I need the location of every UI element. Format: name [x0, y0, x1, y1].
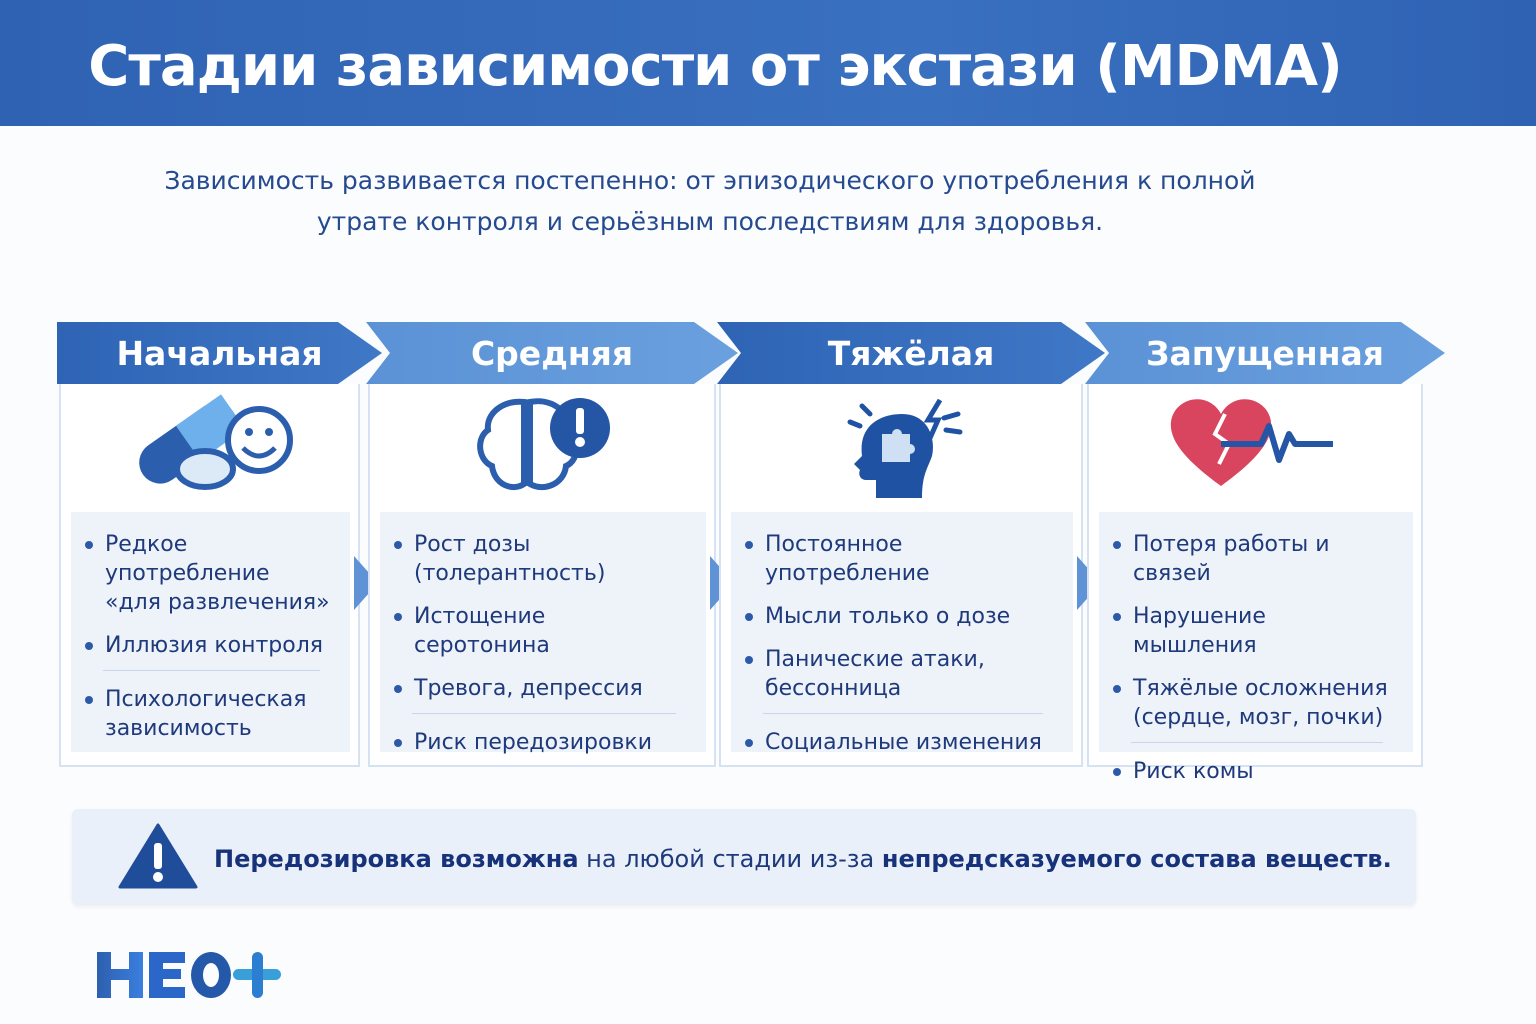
- stage-header: Начальная: [57, 322, 382, 384]
- warning-text: Передозировка возможна на любой стадии и…: [214, 845, 1392, 873]
- stage-header: Средняя: [366, 322, 738, 384]
- list-item: Риск комы: [1113, 757, 1393, 786]
- list-item: Тревога, депрессия: [394, 674, 686, 703]
- logo: [95, 948, 285, 1006]
- item-text: Иллюзия контроля: [105, 633, 323, 658]
- list-item: Тяжёлые осложнения (сердце, мозг, почки): [1113, 674, 1393, 732]
- bullet-icon: [745, 739, 753, 747]
- warning-bold-2: непредсказуемого состава веществ.: [881, 845, 1392, 873]
- list-item: Рост дозы (толерантность): [394, 530, 686, 588]
- item-text: Тревога, депрессия: [414, 676, 643, 701]
- bullet-icon: [1113, 768, 1121, 776]
- item-text: Потеря работы и связей: [1133, 532, 1330, 586]
- bullet-icon: [745, 656, 753, 664]
- item-text: Социальные изменения: [765, 730, 1042, 755]
- bullet-icon: [394, 541, 402, 549]
- item-text: Постоянное употребление: [765, 532, 930, 586]
- bullet-icon: [745, 541, 753, 549]
- item-text: Мысли только о дозе: [765, 604, 1011, 629]
- stage-card: Потеря работы и связей Нарушение мышления…: [1087, 384, 1423, 784]
- bullet-icon: [1113, 685, 1121, 693]
- divider: [412, 713, 676, 714]
- bullet-icon: [745, 613, 753, 621]
- stage-header: Запущенная: [1085, 322, 1445, 384]
- list-item: Психологическая зависимость: [85, 685, 330, 743]
- warning-triangle-icon: [118, 823, 198, 889]
- list-item: Нарушение мышления: [1113, 602, 1393, 660]
- item-text: Истощение серотонина: [414, 604, 550, 658]
- stage-card: Рост дозы (толерантность) Истощение серот…: [368, 384, 716, 767]
- subtitle: Зависимость развивается постепенно: от э…: [164, 166, 1256, 236]
- header-banner: Стадии зависимости от экстази (MDMA): [0, 0, 1536, 126]
- item-text: Рост дозы (толерантность): [414, 532, 606, 586]
- item-text: Риск комы: [1133, 759, 1254, 784]
- item-text: Тяжёлые осложнения (сердце, мозг, почки): [1133, 676, 1388, 730]
- list-item: Иллюзия контроля: [85, 631, 330, 660]
- list-item: Риск передозировки: [394, 728, 686, 757]
- list-item: Мысли только о дозе: [745, 602, 1053, 631]
- item-text: Психологическая зависимость: [105, 687, 307, 741]
- item-text: Нарушение мышления: [1133, 604, 1266, 658]
- divider: [763, 713, 1043, 714]
- bullet-icon: [394, 685, 402, 693]
- stage-title: Запущенная: [1146, 333, 1384, 373]
- bullet-icon: [394, 739, 402, 747]
- stage-items: Редкое употребление «для развлечения» Илл…: [71, 512, 350, 752]
- item-text: Панические атаки, бессонница: [765, 647, 985, 701]
- item-text: Риск передозировки: [414, 730, 653, 755]
- divider: [103, 670, 320, 671]
- bullet-icon: [85, 642, 93, 650]
- stage-title: Тяжёлая: [827, 333, 995, 373]
- broken-heart-pulse-icon: [1089, 394, 1421, 504]
- stage-items: Постоянное употребление Мысли только о до…: [731, 512, 1073, 755]
- warning-bold-1: Передозировка возможна: [214, 845, 579, 873]
- list-item: Потеря работы и связей: [1113, 530, 1393, 588]
- list-item: Панические атаки, бессонница: [745, 645, 1053, 703]
- brain-alert-icon: [370, 394, 714, 504]
- item-text: Редкое употребление «для развлечения»: [105, 532, 330, 615]
- stage-items: Рост дозы (толерантность) Истощение серот…: [380, 512, 706, 755]
- stage-card: Постоянное употребление Мысли только о до…: [719, 384, 1083, 767]
- bullet-icon: [85, 696, 93, 704]
- bullet-icon: [85, 541, 93, 549]
- list-item: Социальные изменения: [745, 728, 1053, 757]
- bullet-icon: [1113, 541, 1121, 549]
- list-item: Постоянное употребление: [745, 530, 1053, 588]
- list-item: Редкое употребление «для развлечения»: [85, 530, 330, 617]
- bullet-icon: [1113, 613, 1121, 621]
- head-puzzle-lightning-icon: [721, 394, 1081, 504]
- stage-items: Потеря работы и связей Нарушение мышления…: [1099, 512, 1413, 784]
- pills-smiley-icon: [61, 394, 358, 504]
- stage-title: Начальная: [116, 333, 323, 373]
- list-item: Истощение серотонина: [394, 602, 686, 660]
- stage-title: Средняя: [470, 333, 634, 373]
- divider: [1131, 742, 1383, 743]
- page-title: Стадии зависимости от экстази (MDMA): [88, 34, 1342, 99]
- warning-banner: Передозировка возможна на любой стадии и…: [72, 809, 1416, 905]
- stage-card: Редкое употребление «для развлечения» Илл…: [59, 384, 360, 767]
- warning-plain: на любой стадии из-за: [578, 845, 882, 873]
- stage-header: Тяжёлая: [717, 322, 1105, 384]
- bullet-icon: [394, 613, 402, 621]
